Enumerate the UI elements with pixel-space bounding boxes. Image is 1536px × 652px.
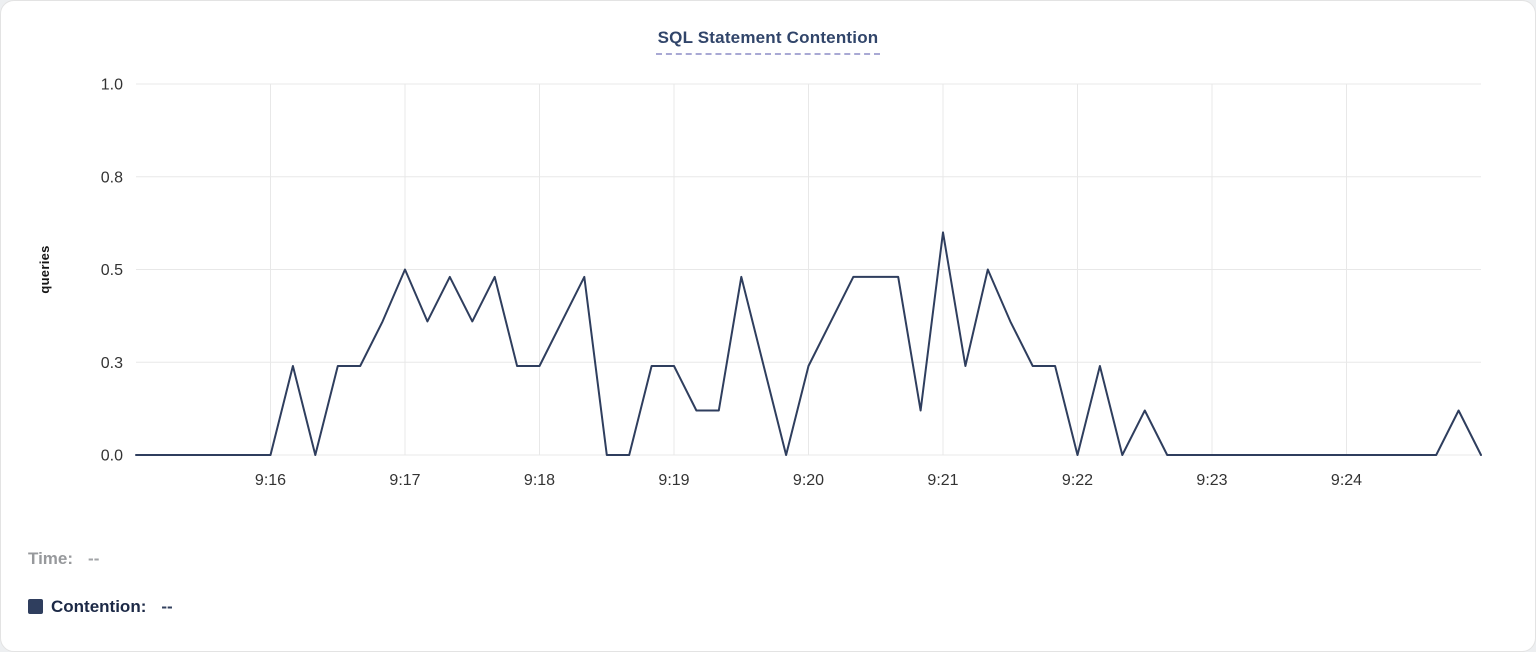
x-tick-label: 9:22 — [1062, 472, 1093, 489]
x-tick-label: 9:20 — [793, 472, 824, 489]
x-tick-label: 9:23 — [1196, 472, 1227, 489]
tooltip-time-row: Time: -- — [28, 550, 99, 567]
chart-title-wrap: SQL Statement Contention — [1, 28, 1535, 55]
x-tick-label: 9:16 — [255, 472, 286, 489]
contention-series-swatch — [28, 599, 43, 614]
contention-chart[interactable]: 0.0 0.3 0.5 0.8 1.0 9:16 9:17 9:18 9:19 9:20 9:21 9… — [1, 61, 1536, 501]
time-label: Time: — [28, 549, 74, 568]
x-tick-label: 9:24 — [1331, 472, 1362, 489]
contention-label: Contention: — [51, 597, 147, 616]
y-tick-label: 1.0 — [101, 77, 123, 94]
y-tick-label: 0.8 — [101, 169, 123, 186]
time-value: -- — [88, 549, 100, 568]
y-tick-label: 0.0 — [101, 448, 123, 465]
x-tick-label: 9:18 — [524, 472, 555, 489]
contention-value: -- — [161, 597, 173, 616]
y-tick-label: 0.3 — [101, 355, 123, 372]
chart-title[interactable]: SQL Statement Contention — [655, 28, 881, 55]
y-axis-label: queries — [37, 245, 52, 293]
legend-contention-row: Contention: -- — [28, 598, 173, 615]
y-tick-label: 0.5 — [101, 262, 123, 279]
x-tick-label: 9:17 — [389, 472, 420, 489]
x-tick-label: 9:19 — [658, 472, 689, 489]
x-tick-label: 9:21 — [927, 472, 958, 489]
contention-series-line — [135, 231, 1482, 456]
